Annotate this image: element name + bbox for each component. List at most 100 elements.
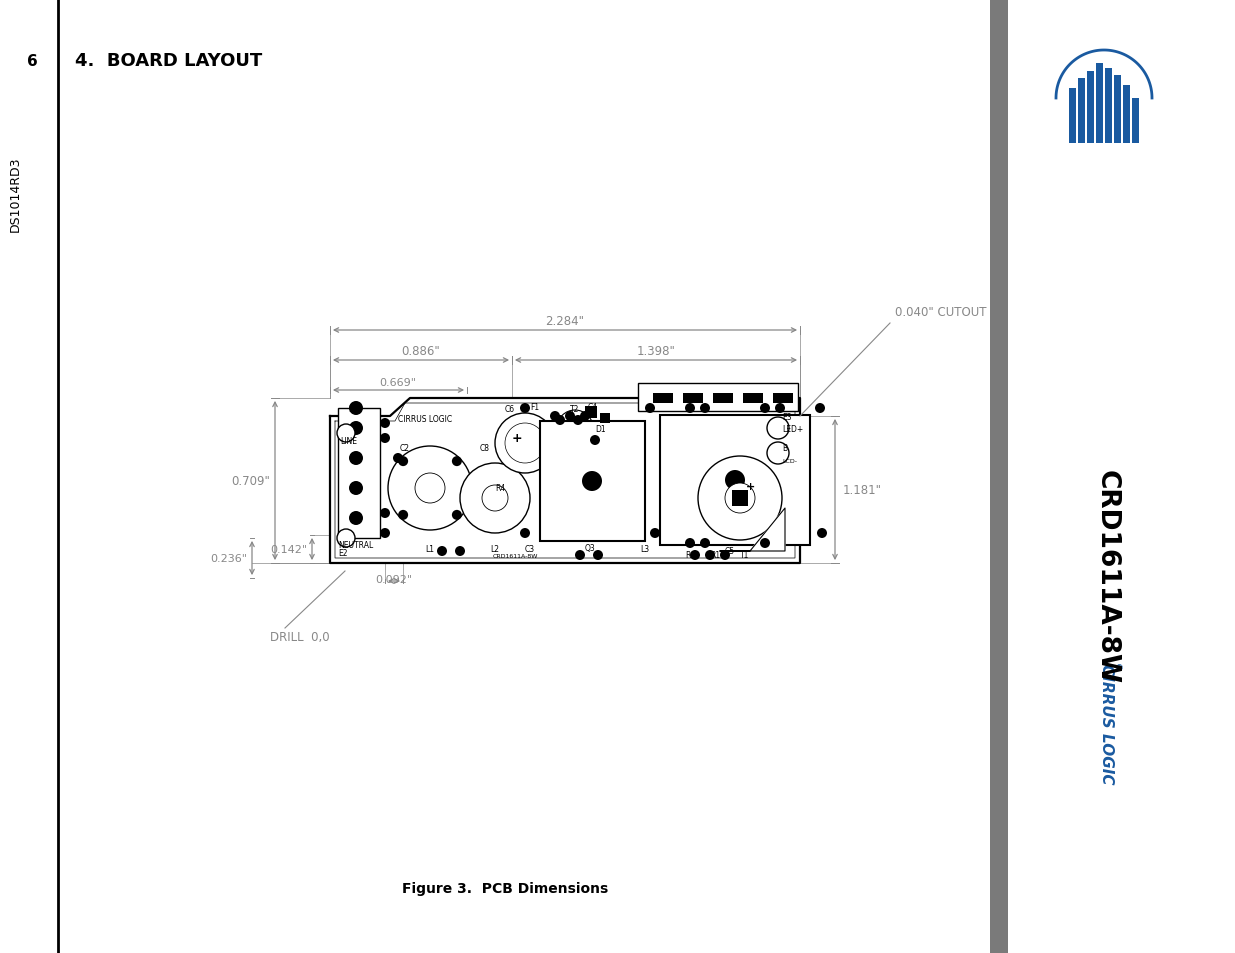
Circle shape [398, 511, 408, 520]
Circle shape [580, 412, 590, 421]
Circle shape [767, 442, 789, 464]
Bar [638, 384, 798, 412]
Circle shape [380, 529, 390, 538]
Circle shape [576, 551, 585, 560]
Text: 0.886": 0.886" [401, 345, 441, 357]
Bar [1070, 89, 1076, 144]
Text: F1: F1 [530, 402, 540, 411]
Circle shape [725, 471, 745, 491]
Bar [653, 394, 673, 403]
Circle shape [650, 529, 659, 538]
Circle shape [590, 436, 600, 446]
Text: L3: L3 [640, 544, 650, 553]
Text: E1: E1 [348, 404, 357, 413]
Bar [1132, 99, 1139, 144]
Text: T2: T2 [571, 404, 579, 413]
Bar [1095, 64, 1103, 144]
Text: D1: D1 [595, 424, 605, 433]
Circle shape [760, 538, 769, 548]
Text: LINE: LINE [340, 436, 357, 445]
Bar [659, 416, 810, 545]
Circle shape [388, 447, 472, 531]
Polygon shape [330, 398, 800, 563]
Circle shape [505, 423, 545, 463]
Text: +: + [511, 432, 522, 445]
Text: L2: L2 [490, 544, 499, 553]
Circle shape [818, 529, 827, 538]
Circle shape [520, 529, 530, 538]
Circle shape [337, 424, 354, 442]
Text: NEUTRAL: NEUTRAL [338, 541, 373, 550]
Text: 0.040" CUTOUT: 0.040" CUTOUT [895, 306, 987, 318]
Bar [743, 394, 763, 403]
Text: DS1014RD3: DS1014RD3 [9, 156, 21, 232]
Circle shape [685, 403, 695, 414]
Bar [585, 407, 597, 418]
Text: C6: C6 [505, 404, 515, 413]
Circle shape [705, 551, 715, 560]
Text: 0.092": 0.092" [375, 575, 412, 584]
Bar [540, 421, 645, 541]
Circle shape [555, 416, 564, 426]
Circle shape [645, 403, 655, 414]
Bar [773, 394, 793, 403]
Circle shape [452, 511, 462, 520]
Text: E2: E2 [338, 549, 347, 558]
Text: CRD1611A-8W: CRD1611A-8W [1094, 470, 1120, 683]
Text: +: + [746, 481, 755, 492]
Text: C8: C8 [480, 444, 490, 453]
Circle shape [482, 485, 508, 512]
Circle shape [550, 412, 559, 421]
Circle shape [613, 429, 629, 444]
Circle shape [520, 403, 530, 414]
Circle shape [398, 456, 408, 467]
Text: Q3: Q3 [585, 544, 595, 553]
Circle shape [815, 403, 825, 414]
Text: T1: T1 [740, 551, 750, 560]
Bar [1105, 69, 1112, 144]
Circle shape [690, 551, 700, 560]
Text: 0.709": 0.709" [231, 475, 270, 488]
Text: LCD-: LCD- [782, 459, 797, 464]
Text: R4: R4 [495, 484, 505, 493]
Text: C2: C2 [400, 444, 410, 453]
Text: C3: C3 [525, 544, 535, 553]
Text: L1: L1 [425, 544, 433, 553]
Circle shape [459, 463, 530, 534]
Text: Figure 3.  PCB Dimensions: Figure 3. PCB Dimensions [401, 882, 608, 895]
Circle shape [685, 538, 695, 548]
Text: 0.236": 0.236" [210, 554, 247, 563]
Text: B: B [782, 444, 787, 453]
Circle shape [350, 512, 363, 525]
Text: R6: R6 [685, 551, 695, 560]
Circle shape [454, 546, 466, 557]
Circle shape [760, 403, 769, 414]
Text: LED+: LED+ [782, 424, 803, 433]
Bar [338, 409, 380, 538]
Circle shape [437, 546, 447, 557]
Bar [600, 414, 610, 423]
Bar [683, 394, 703, 403]
Circle shape [720, 551, 730, 560]
Circle shape [573, 416, 583, 426]
Circle shape [350, 452, 363, 465]
Circle shape [582, 472, 601, 492]
Text: 6: 6 [27, 53, 37, 69]
Circle shape [350, 421, 363, 436]
Circle shape [415, 474, 445, 503]
Text: 1.181": 1.181" [844, 484, 882, 497]
Bar [1087, 71, 1094, 144]
Text: CIRRUS LOGIC: CIRRUS LOGIC [398, 414, 452, 423]
Bar [1078, 79, 1086, 144]
Text: 0.142": 0.142" [270, 544, 308, 555]
Circle shape [700, 403, 710, 414]
Circle shape [564, 412, 576, 421]
Polygon shape [720, 509, 785, 552]
Text: 0.669": 0.669" [379, 377, 416, 388]
Bar [713, 394, 734, 403]
Circle shape [350, 401, 363, 416]
Circle shape [776, 403, 785, 414]
Circle shape [593, 551, 603, 560]
Circle shape [380, 509, 390, 518]
Text: E3: E3 [782, 412, 792, 421]
